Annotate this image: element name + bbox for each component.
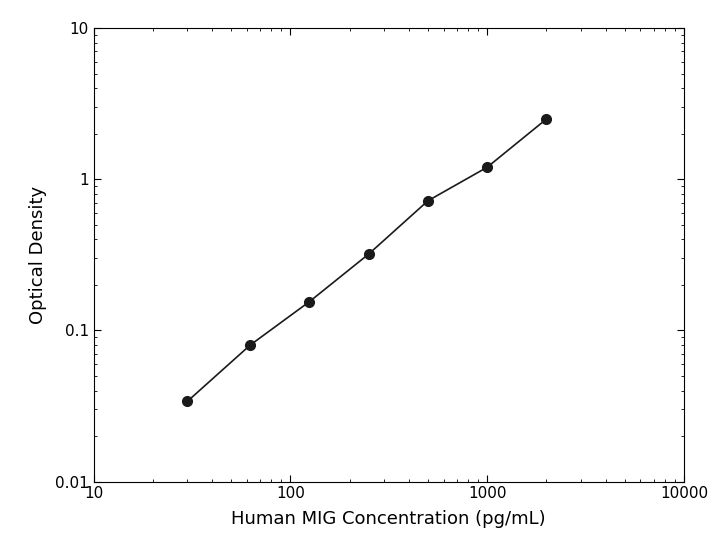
Y-axis label: Optical Density: Optical Density (29, 186, 47, 324)
X-axis label: Human MIG Concentration (pg/mL): Human MIG Concentration (pg/mL) (232, 510, 546, 528)
